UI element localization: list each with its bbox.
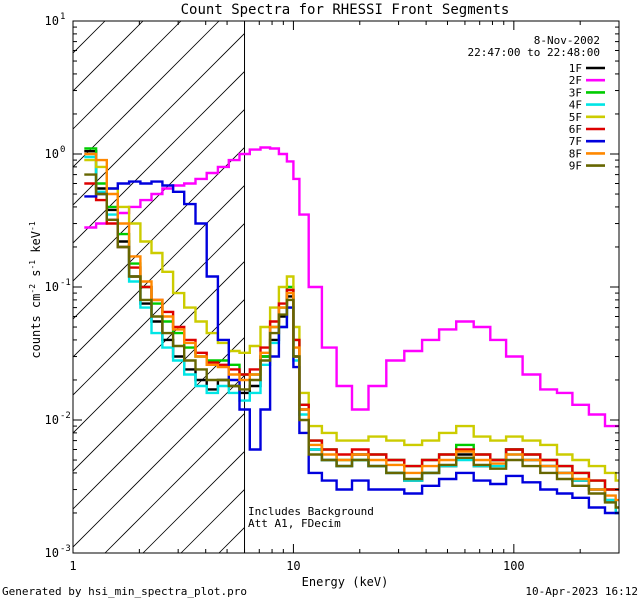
y-tick-exponent: -1 xyxy=(60,278,71,288)
legend-label-3F: 3F xyxy=(569,86,582,99)
series-2F-line xyxy=(84,146,619,428)
date-label: 8-Nov-2002 xyxy=(534,34,600,47)
hatch-line-14 xyxy=(104,412,245,553)
hatch-line-1 xyxy=(73,21,144,92)
legend-label-1F: 1F xyxy=(569,62,582,75)
x-tick-label: 10 xyxy=(286,559,300,573)
series-5F-line xyxy=(84,158,619,482)
y-axis-label: counts cm-2 s-1 keV-1 xyxy=(28,221,43,358)
y-tick-label: 10 xyxy=(45,280,59,294)
y-tick-label: 10 xyxy=(45,413,59,427)
legend-label-9F: 9F xyxy=(569,160,582,173)
hatch-line-11 xyxy=(73,298,245,472)
footer-timestamp: 10-Apr-2023 16:12 xyxy=(525,585,638,598)
series-7F-line xyxy=(84,180,619,515)
hatch-line-5 xyxy=(73,70,245,244)
x-tick-label: 100 xyxy=(503,559,525,573)
legend-label-4F: 4F xyxy=(569,99,582,112)
legend-label-6F: 6F xyxy=(569,123,582,136)
annotation-background: Includes Background xyxy=(248,505,374,518)
hatch-line-15 xyxy=(142,450,245,553)
y-tick-exponent: -3 xyxy=(60,544,71,554)
legend-label-7F: 7F xyxy=(569,135,582,148)
y-tick-label: 10 xyxy=(45,147,59,161)
legend-label-8F: 8F xyxy=(569,147,582,160)
hatch-line-13 xyxy=(73,374,245,548)
y-tick-exponent: 1 xyxy=(60,12,65,22)
y-tick-exponent: 0 xyxy=(60,145,65,155)
series-8F-line xyxy=(84,152,619,502)
hatch-line-4 xyxy=(73,32,245,206)
series-3F-line xyxy=(84,147,619,491)
legend-label-5F: 5F xyxy=(569,111,582,124)
hatch-line-2 xyxy=(73,21,182,130)
hatch-line-12 xyxy=(73,336,245,510)
footer-generated-by: Generated by hsi_min_spectra_plot.pro xyxy=(2,585,247,598)
x-axis-label: Energy (keV) xyxy=(302,575,389,589)
time-range-label: 22:47:00 to 22:48:00 xyxy=(468,46,600,59)
legend-label-2F: 2F xyxy=(569,74,582,87)
y-tick-exponent: -2 xyxy=(60,411,71,421)
hatch-line-20 xyxy=(333,21,640,553)
chart-title: Count Spectra for RHESSI Front Segments xyxy=(181,2,510,18)
annotation-attenuator: Att A1, FDecim xyxy=(248,517,341,530)
series-9F-line xyxy=(84,173,619,509)
y-tick-label: 10 xyxy=(45,14,59,28)
hatch-line-3 xyxy=(73,21,220,168)
series-6F-line xyxy=(84,182,619,491)
hatch-line-9 xyxy=(73,222,245,396)
hatch-line-7 xyxy=(73,146,245,320)
plot-frame xyxy=(72,20,620,554)
axis-ticks xyxy=(72,20,620,554)
y-tick-label: 10 xyxy=(45,546,59,560)
x-tick-label-1: 1 xyxy=(69,559,76,573)
